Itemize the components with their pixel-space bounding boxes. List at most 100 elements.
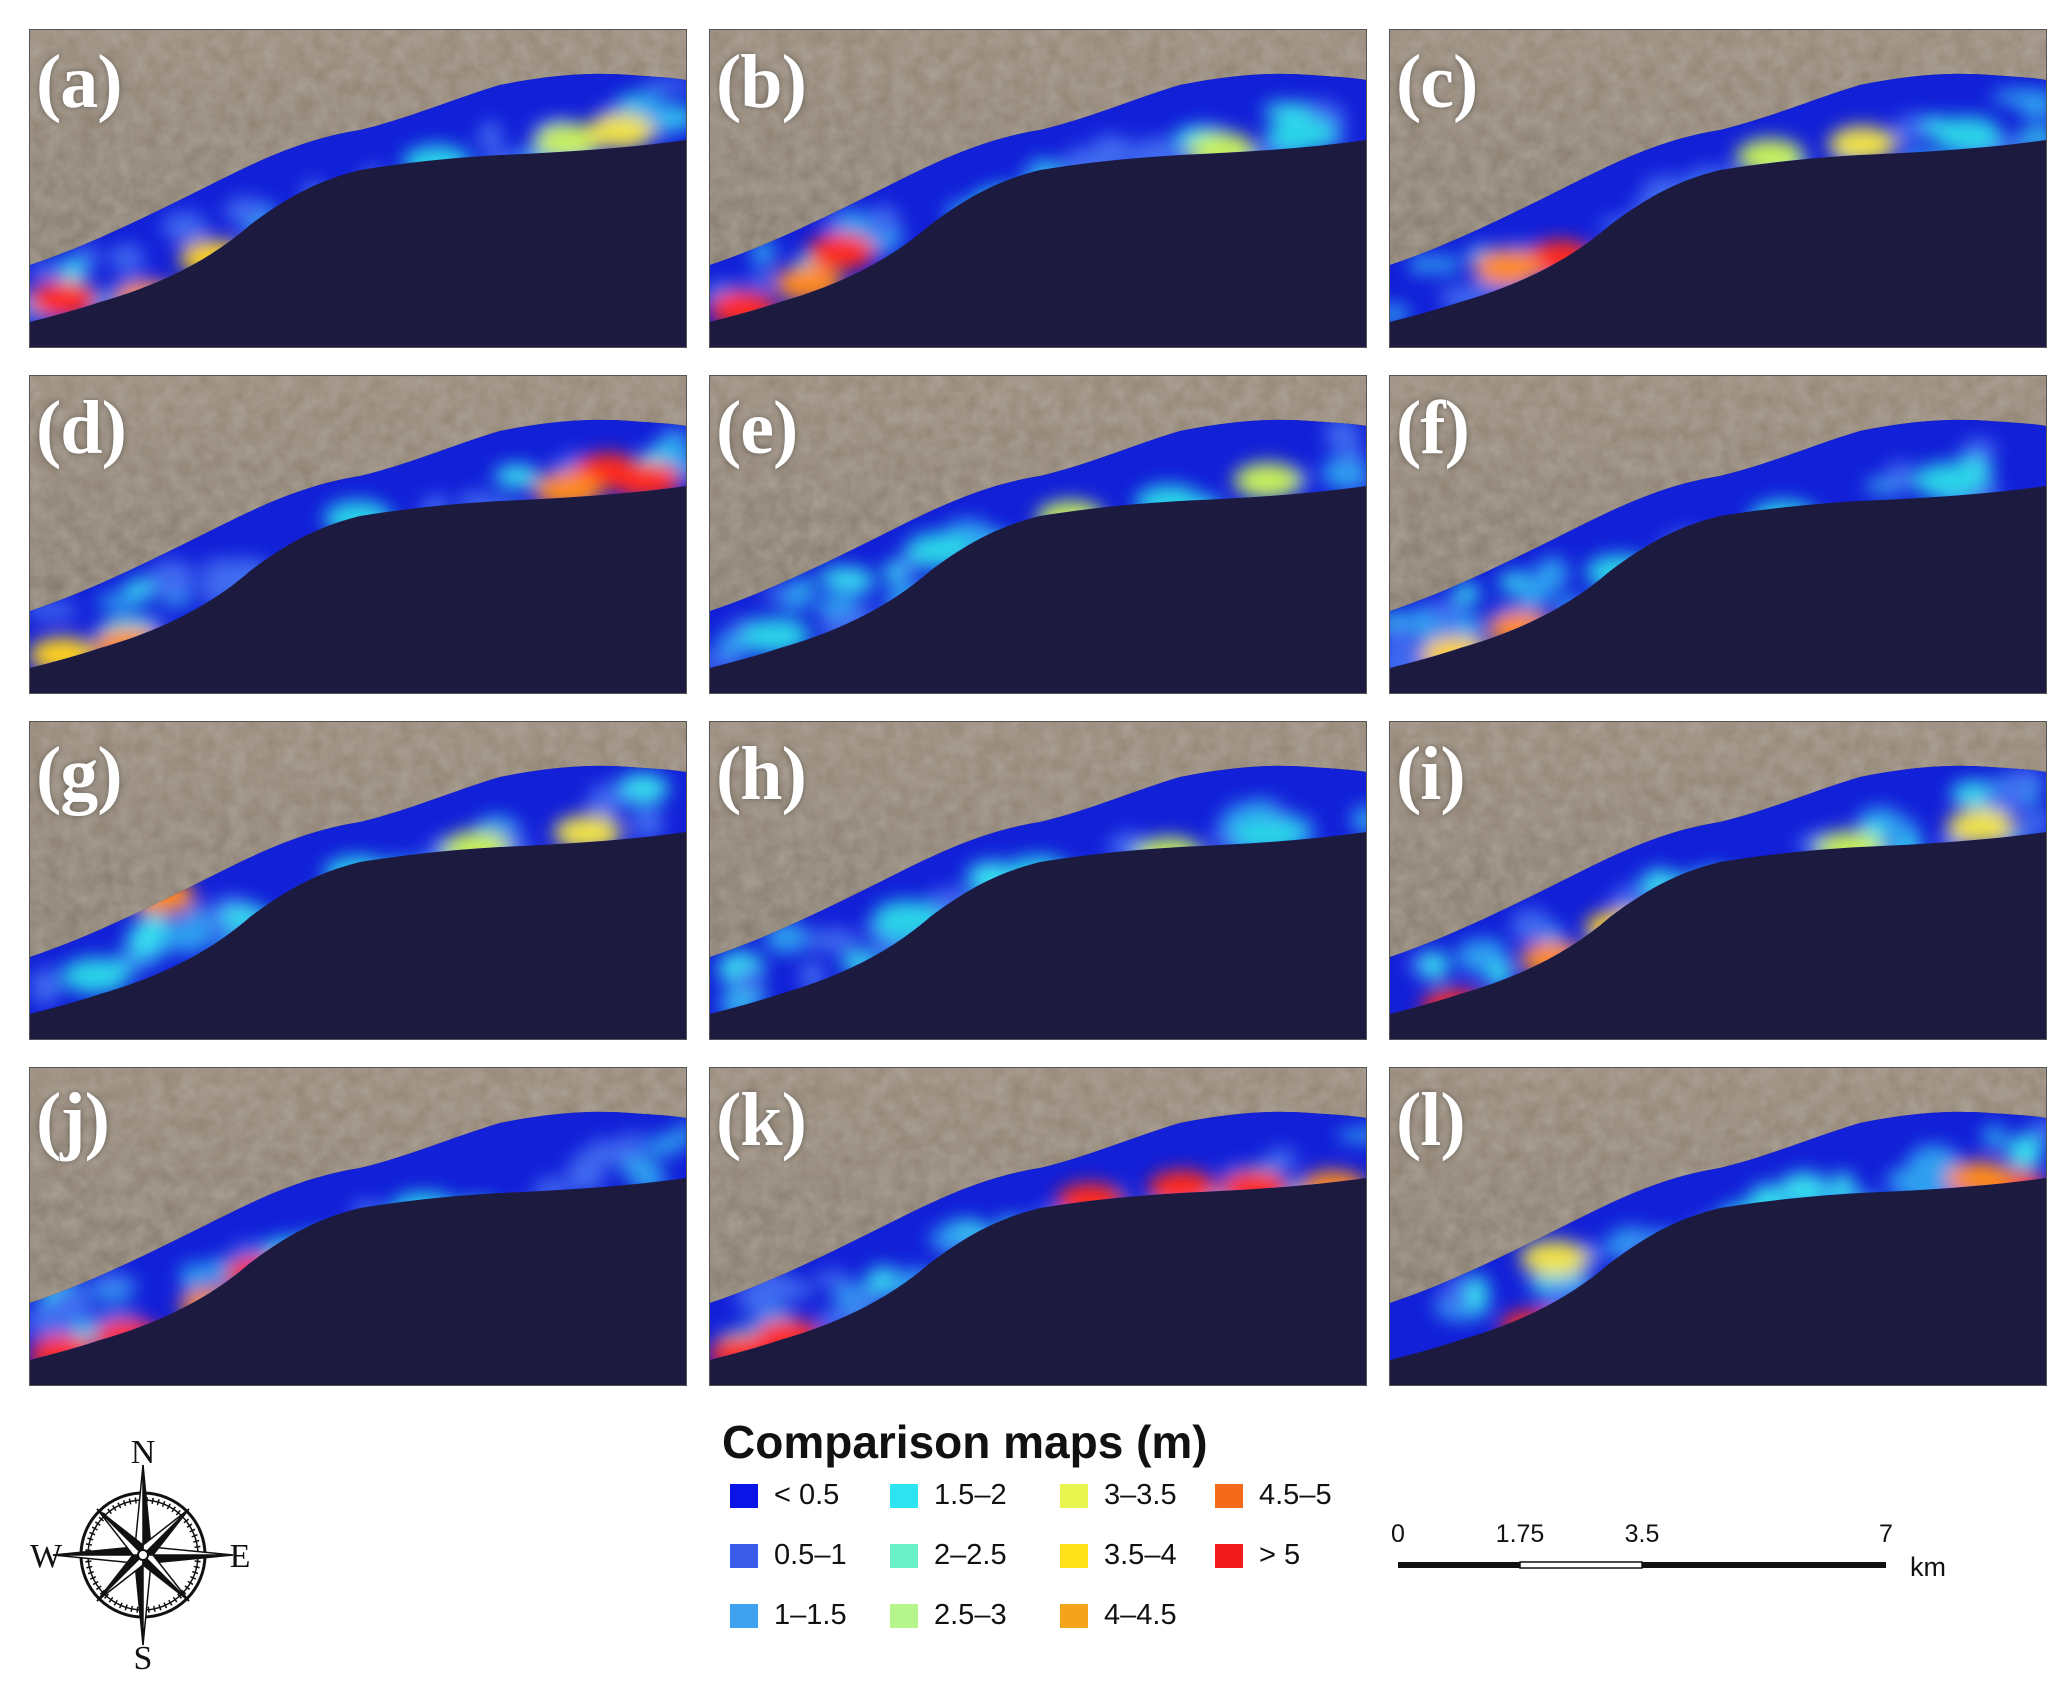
map-panel: (d) (30, 376, 686, 693)
error-blob (660, 431, 686, 451)
error-blob (494, 464, 540, 488)
legend-swatch (890, 1604, 918, 1628)
panel-label: (c) (1396, 40, 1478, 124)
compass-south-label: S (133, 1640, 153, 1677)
legend-label: > 5 (1259, 1539, 1301, 1571)
error-blob (750, 270, 773, 291)
error-blob (1429, 255, 1460, 274)
map-panel: (c) (1390, 30, 2046, 347)
error-blob (644, 1135, 684, 1156)
coastal-band (710, 765, 1366, 1014)
error-blob (735, 967, 761, 998)
error-hotspot (1913, 462, 1982, 499)
scale-unit-label: km (1910, 1552, 1946, 1582)
compass-north-label: N (130, 1434, 156, 1471)
error-blob (1324, 419, 1360, 451)
error-blob (1425, 599, 1466, 621)
error-hotspot (1828, 126, 1897, 163)
legend-swatch (730, 1604, 758, 1628)
legend-swatch (890, 1544, 918, 1568)
coastal-band (710, 419, 1366, 668)
error-blob (630, 807, 664, 840)
error-hotspot (61, 957, 130, 994)
compass-rose-icon (52, 1464, 234, 1646)
legend-label: 3–3.5 (1104, 1479, 1177, 1511)
error-blob (478, 121, 503, 151)
map-panel-graphic (1390, 376, 2046, 693)
error-blob (1520, 577, 1561, 592)
error-hotspot (1946, 808, 2015, 845)
error-blob (1510, 908, 1552, 944)
error-blob (224, 197, 267, 225)
error-blob (616, 773, 669, 804)
map-panel: (j) (30, 1068, 686, 1385)
error-blob (1437, 1287, 1460, 1309)
panel-label: (d) (36, 386, 127, 470)
error-blob (96, 592, 146, 610)
error-blob (643, 77, 686, 93)
map-panel: (a) (30, 30, 686, 347)
error-blob (1337, 1128, 1366, 1143)
error-blob (1390, 304, 1410, 323)
error-hotspot (1233, 462, 1302, 499)
panel-label: (j) (36, 1078, 110, 1162)
error-blob (1341, 442, 1363, 463)
scale-tick-label: 7 (1879, 1520, 1893, 1548)
error-blob (162, 919, 214, 954)
error-blob (1886, 460, 1914, 489)
error-blob (736, 1282, 782, 1314)
legend-swatch (1215, 1544, 1243, 1568)
map-panel-graphic (710, 1068, 1366, 1385)
error-hotspot (1520, 1240, 1588, 1277)
legend-label: 1–1.5 (774, 1599, 847, 1631)
error-blob (148, 559, 196, 597)
legend-swatch (1060, 1604, 1088, 1628)
error-blob (1779, 1172, 1829, 1204)
error-hotspot (1933, 116, 2002, 153)
map-panel: (i) (1390, 722, 2046, 1039)
panel-label: (a) (36, 40, 123, 124)
legend-label: 0.5–1 (774, 1539, 847, 1571)
error-blob (1908, 1144, 1961, 1183)
error-blob (2018, 89, 2046, 122)
panel-label: (i) (1396, 732, 1466, 816)
error-blob (1466, 1274, 1489, 1313)
panel-label: (e) (716, 386, 798, 470)
error-blob (30, 261, 68, 280)
error-blob (814, 1270, 850, 1288)
legend-swatch (730, 1544, 758, 1568)
panel-label: (g) (36, 732, 123, 816)
map-panel: (k) (710, 1068, 1366, 1385)
error-blob (123, 579, 158, 598)
error-blob (2021, 810, 2046, 838)
error-blob (2006, 1134, 2043, 1170)
error-blob (1982, 1124, 2007, 1150)
error-blob (1390, 622, 1414, 649)
map-panel-graphic (30, 722, 686, 1039)
error-blob (1894, 114, 1927, 146)
map-panel-graphic (1390, 722, 2046, 1039)
error-blob (587, 784, 629, 816)
legend-label: 2.5–3 (934, 1599, 1007, 1631)
scale-tick-label: 0 (1391, 1520, 1405, 1548)
error-blob (868, 205, 900, 237)
error-blob (1891, 819, 1919, 845)
panel-label: (k) (716, 1078, 807, 1162)
error-blob (30, 967, 61, 1006)
map-panel-graphic (1390, 1068, 2046, 1385)
legend-swatch (1215, 1484, 1243, 1508)
error-hotspot (1474, 249, 1543, 286)
error-blob (126, 925, 161, 955)
scale-bar: 0 1.75 3.5 7 km (1390, 1520, 1950, 1590)
compass-west-label: W (29, 1538, 63, 1575)
scale-tick-label: 3.5 (1624, 1520, 1660, 1548)
error-blob (89, 1274, 132, 1290)
map-panel-graphic (710, 722, 1366, 1039)
legend-swatch (1060, 1484, 1088, 1508)
scale-tick-label: 1.75 (1495, 1520, 1545, 1548)
error-blob (108, 244, 145, 272)
error-blob (2030, 1117, 2046, 1142)
error-blob (1410, 253, 1432, 275)
scale-segment-1 (1398, 1562, 1520, 1568)
map-panel: (h) (710, 722, 1366, 1039)
